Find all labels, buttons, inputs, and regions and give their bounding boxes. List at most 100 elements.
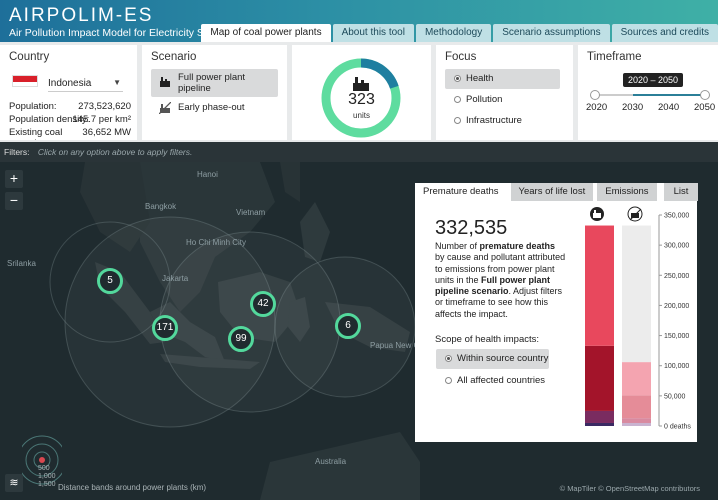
map-place-label: Australia xyxy=(315,457,347,466)
density-stat: Population density: 145.7 per km² xyxy=(9,114,131,125)
bar-segment xyxy=(622,418,651,423)
scope-all-affected-countries[interactable]: All affected countries xyxy=(436,371,549,391)
layers-icon[interactable]: ≋ xyxy=(5,474,23,492)
results-tabs: Premature deaths Years of life lost Emis… xyxy=(415,183,661,201)
map-attribution: © MapTiler © OpenStreetMap contributors xyxy=(559,484,700,493)
tab-premature-deaths[interactable]: Premature deaths xyxy=(415,183,507,201)
scope-title: Scope of health impacts: xyxy=(435,334,540,345)
factory-icon xyxy=(159,76,171,91)
scenario-title: Scenario xyxy=(151,51,197,63)
filter-bar: Country Indonesia ▼ Population: 273,523,… xyxy=(0,42,718,142)
bar-segment xyxy=(585,345,614,411)
units-label: units xyxy=(353,111,370,120)
legend-value: 1,500 xyxy=(38,481,56,488)
bar-segment xyxy=(585,422,614,426)
map-cluster-marker[interactable]: 171 xyxy=(152,315,178,341)
y-tick-label: 250,000 xyxy=(664,273,689,280)
deaths-stacked-chart: 350,000 300,000 250,000 200,000 150,000 100,0… xyxy=(585,206,691,431)
y-tick-label: 200,000 xyxy=(664,303,689,310)
tab-emissions[interactable]: Emissions xyxy=(597,183,657,201)
y-tick-label: 50,000 xyxy=(664,393,686,400)
list-button[interactable]: List xyxy=(664,183,698,201)
units-donut xyxy=(321,58,401,138)
y-tick-label: 150,000 xyxy=(664,333,689,340)
tab-about[interactable]: About this tool xyxy=(332,24,414,42)
units-count: 323 xyxy=(348,91,375,108)
focus-panel: Focus Health Pollution Infrastructure xyxy=(436,45,573,140)
radio-icon xyxy=(445,377,452,384)
radio-icon xyxy=(454,117,461,124)
tick-label: 2020 xyxy=(586,102,608,113)
chevron-down-icon: ▼ xyxy=(113,78,121,87)
radio-icon xyxy=(454,96,461,103)
focus-infrastructure[interactable]: Infrastructure xyxy=(445,111,560,131)
country-select[interactable]: Indonesia ▼ xyxy=(48,78,123,92)
radio-icon xyxy=(454,75,461,82)
tab-years-of-life-lost[interactable]: Years of life lost xyxy=(510,183,594,201)
bar-segment xyxy=(585,410,614,423)
map[interactable]: Hanoi Bangkok Ho Chi Minh City Vietnam J… xyxy=(0,162,718,500)
results-panel: 332,535 Number of premature deaths by ca… xyxy=(415,183,697,442)
population-stat: Population: 273,523,620 xyxy=(9,101,131,112)
bar-segment xyxy=(622,395,651,419)
bar-segment xyxy=(585,225,614,346)
tick-label: 2040 xyxy=(658,102,680,113)
map-place-label: Vietnam xyxy=(236,208,266,217)
map-place-label: Ho Chi Minh City xyxy=(186,238,247,247)
y-tick-label: 100,000 xyxy=(664,363,689,370)
scope-within-source-country[interactable]: Within source country xyxy=(436,349,549,369)
premature-deaths-total: 332,535 xyxy=(435,217,508,239)
map-place-label: Jakarta xyxy=(162,274,189,283)
app-subtitle: Air Pollution Impact Model for Electrici… xyxy=(9,27,230,39)
timeframe-range-tooltip: 2020 – 2050 xyxy=(623,73,684,87)
map-cluster-marker[interactable]: 6 xyxy=(335,313,361,339)
map-cluster-marker[interactable]: 42 xyxy=(250,291,276,317)
timeframe-selected-range xyxy=(633,94,705,96)
bar-segment xyxy=(622,422,651,426)
main-tabs: Map of coal power plants About this tool… xyxy=(199,24,718,42)
y-tick-label: 0 deaths xyxy=(664,424,691,431)
scenario-full-pipeline[interactable]: Full power plant pipeline xyxy=(151,69,278,97)
scenario-panel: Scenario Full power plant pipeline Early… xyxy=(142,45,287,140)
country-title: Country xyxy=(9,51,50,63)
map-place-label: Hanoi xyxy=(197,170,218,179)
timeframe-start-handle[interactable] xyxy=(590,90,600,100)
y-tick-label: 300,000 xyxy=(664,243,689,250)
scenario-early-phase-out[interactable]: Early phase-out xyxy=(151,99,278,117)
map-cluster-marker[interactable]: 5 xyxy=(97,268,123,294)
tab-methodology[interactable]: Methodology xyxy=(415,24,492,42)
results-description: Number of premature deaths by cause and … xyxy=(435,241,566,319)
focus-pollution[interactable]: Pollution xyxy=(445,90,560,110)
capacity-stat: Existing coal capacity: 36,652 MW xyxy=(9,127,131,140)
map-place-label: Bangkok xyxy=(145,202,177,211)
map-place-label: Papua New Guinea xyxy=(370,341,440,350)
active-filters-bar: Filters: Click on any option above to ap… xyxy=(0,142,718,162)
focus-health[interactable]: Health xyxy=(445,69,560,89)
map-cluster-marker[interactable]: 99 xyxy=(228,326,254,352)
phase-out-icon xyxy=(627,206,643,222)
tab-map[interactable]: Map of coal power plants xyxy=(201,24,331,42)
app-header: AIRPOLIM-ES Air Pollution Impact Model f… xyxy=(0,0,718,42)
app-title: AIRPOLIM-ES xyxy=(9,5,154,26)
phase-out-icon xyxy=(158,101,172,117)
legend-value: 1,000 xyxy=(38,473,56,480)
distance-legend xyxy=(22,435,62,485)
bar-segment xyxy=(622,225,651,363)
timeframe-end-handle[interactable] xyxy=(700,90,710,100)
tab-scenario-assumptions[interactable]: Scenario assumptions xyxy=(493,24,610,42)
tab-sources[interactable]: Sources and credits xyxy=(611,24,718,42)
country-panel: Country Indonesia ▼ Population: 273,523,… xyxy=(0,45,137,140)
filters-label: Filters: xyxy=(4,147,30,157)
country-select-value: Indonesia xyxy=(48,78,92,89)
units-panel: 323 units xyxy=(292,45,431,140)
tick-label: 2050 xyxy=(694,102,716,113)
legend-value: 500 xyxy=(38,465,50,472)
zoom-out-button[interactable]: − xyxy=(5,192,23,210)
factory-icon xyxy=(353,77,369,94)
factory-icon xyxy=(590,207,604,221)
y-tick-label: 350,000 xyxy=(664,213,689,220)
zoom-in-button[interactable]: + xyxy=(5,170,23,188)
map-place-label: Srilanka xyxy=(7,259,36,268)
timeframe-panel: Timeframe 2020 – 2050 2020 2030 2040 205… xyxy=(578,45,718,140)
timeframe-title: Timeframe xyxy=(587,51,642,63)
